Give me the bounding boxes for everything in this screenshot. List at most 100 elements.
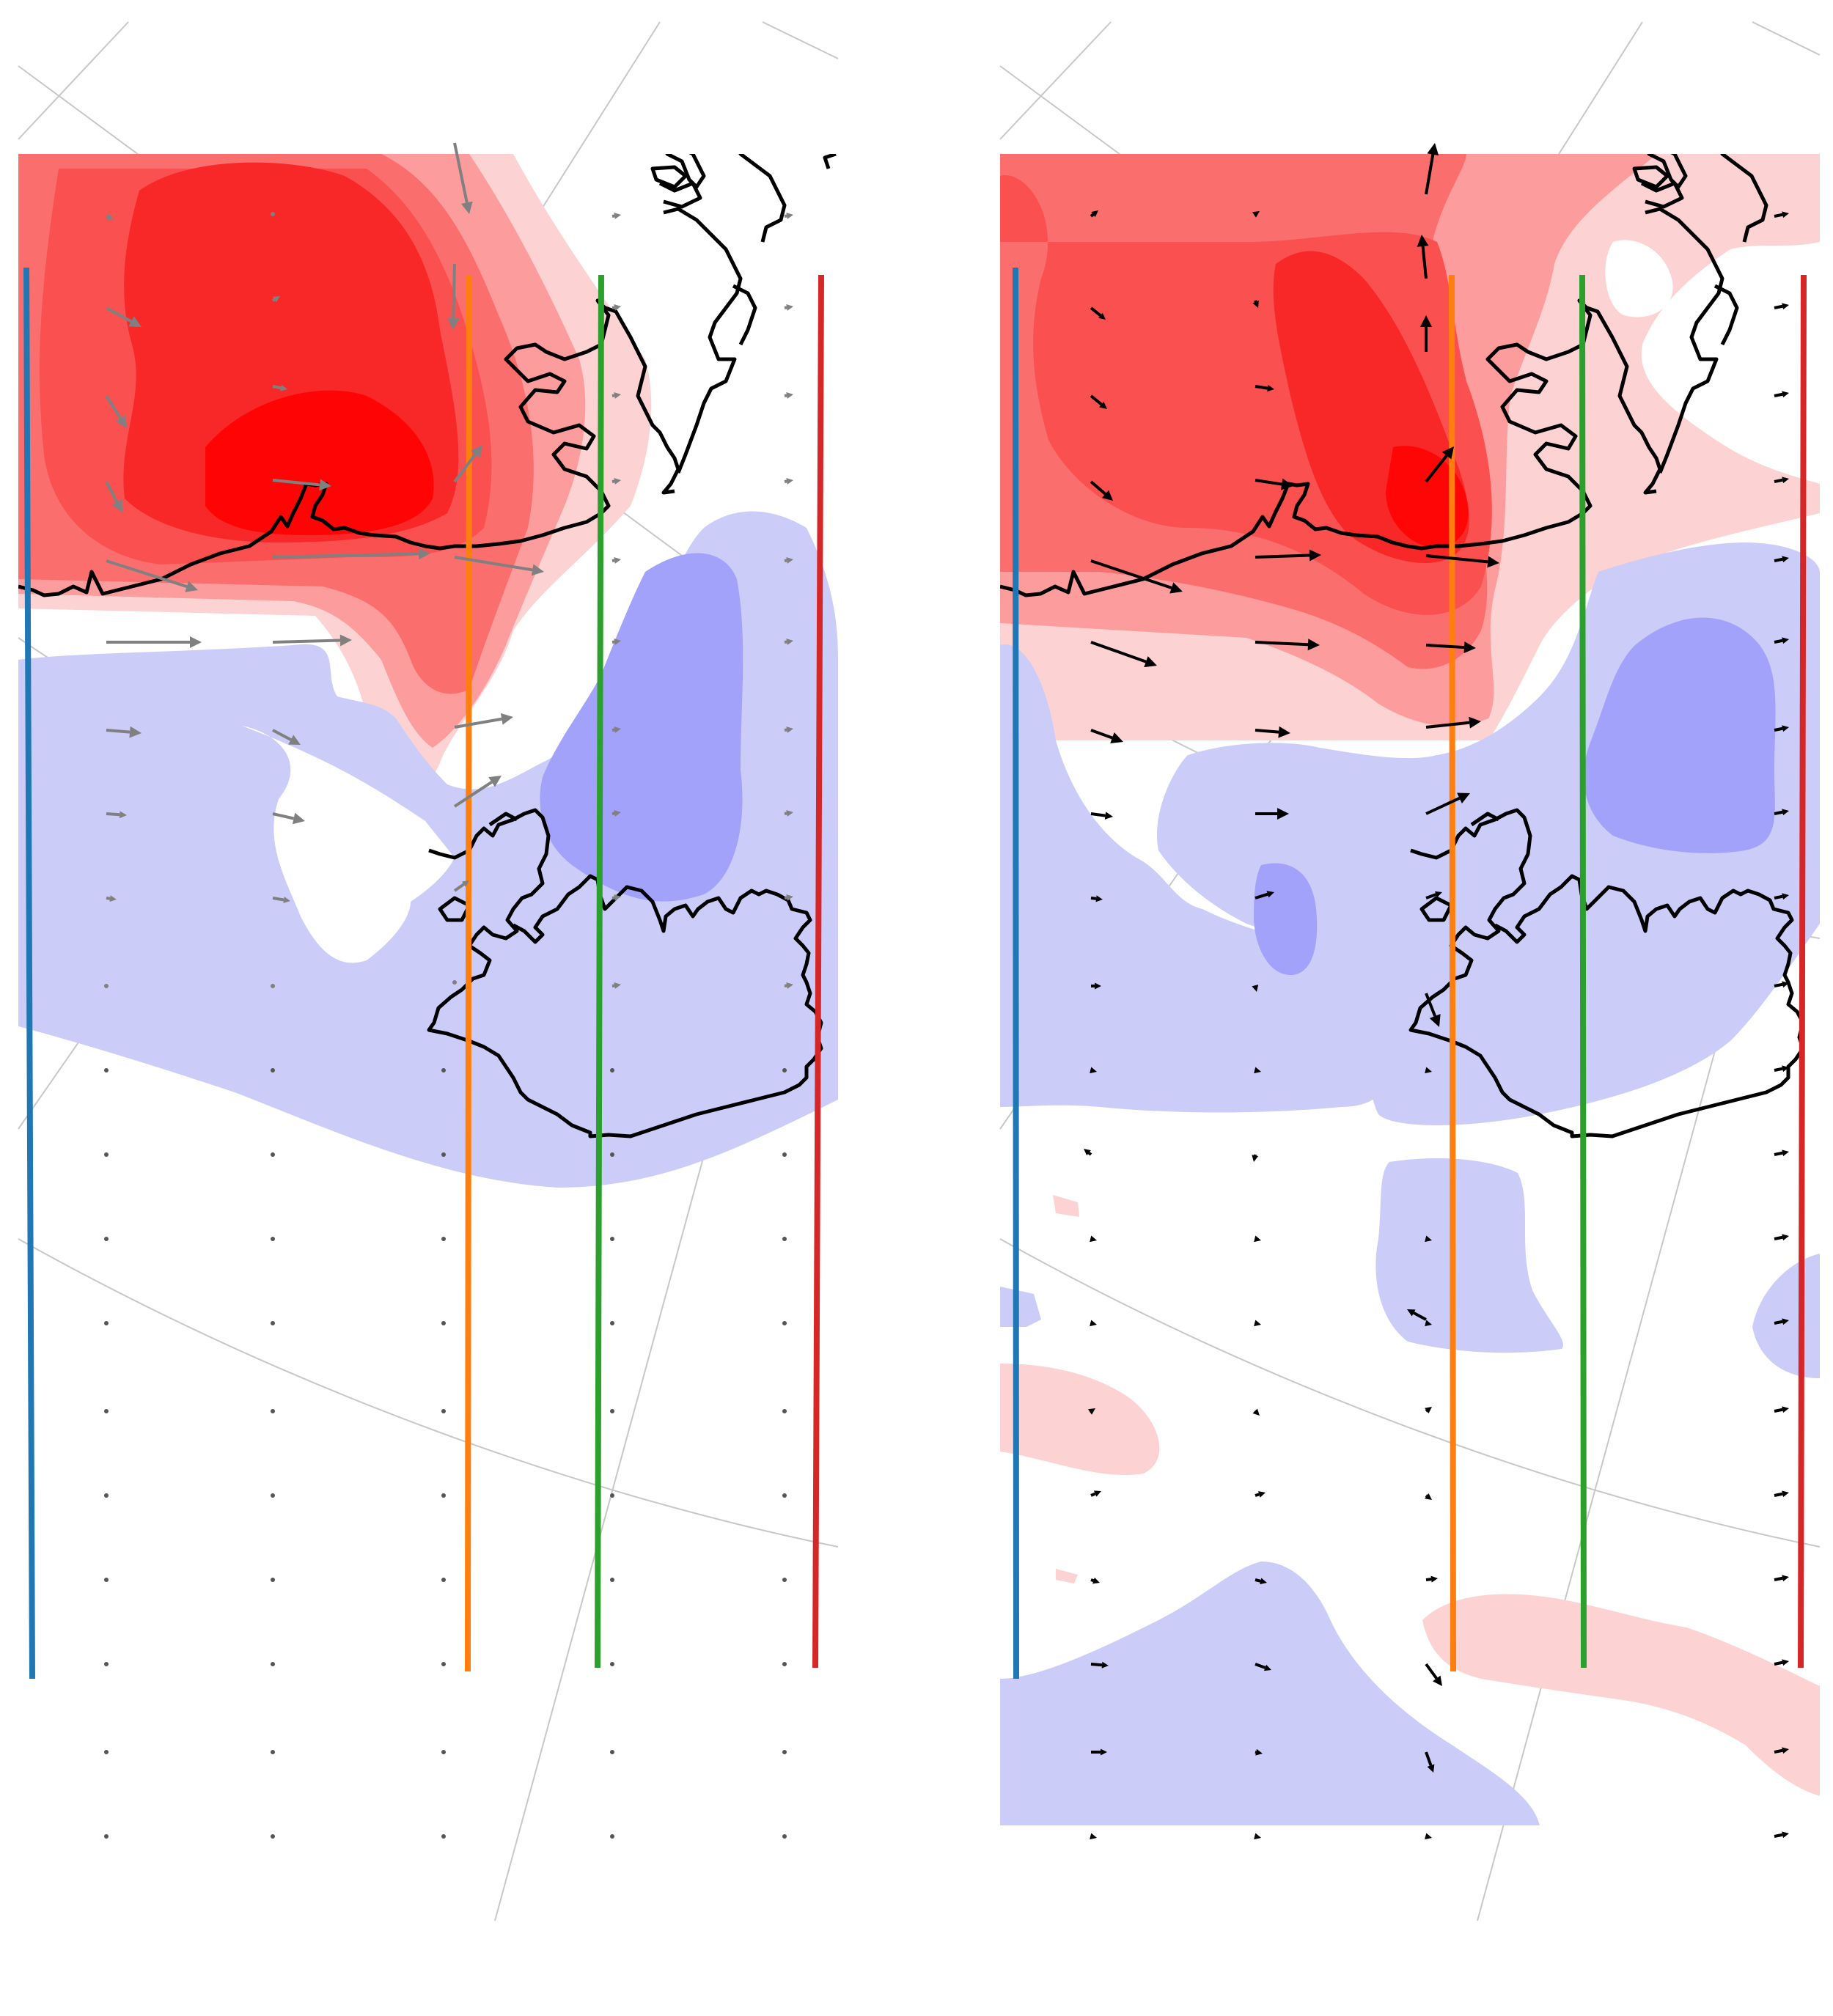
vector-head	[1457, 792, 1470, 804]
vector-head	[614, 478, 621, 485]
vector-head	[1098, 312, 1106, 320]
vector-head	[1254, 1320, 1261, 1327]
vector-dot	[441, 1578, 446, 1582]
vector-shaft	[1774, 1576, 1783, 1581]
vector-shaft	[784, 812, 787, 815]
vector-head	[1255, 1748, 1263, 1756]
vector-shaft	[272, 897, 284, 902]
vector-shaft	[272, 479, 320, 487]
vector-head	[1469, 716, 1481, 729]
vector-shaft	[611, 559, 615, 562]
vector-shaft	[453, 883, 465, 892]
vector-shaft	[1774, 894, 1783, 900]
vector-head	[1782, 303, 1789, 310]
vector-shaft	[1255, 729, 1279, 734]
vector-head	[1425, 1067, 1432, 1074]
vector-shaft	[611, 896, 615, 900]
vector-shaft	[106, 559, 188, 589]
vector-head	[1252, 1408, 1260, 1416]
vector-shaft	[106, 306, 132, 323]
vector-dot	[271, 984, 275, 988]
vector-shaft	[1090, 559, 1172, 589]
vector-head	[1782, 556, 1789, 563]
vector-head	[1425, 1235, 1432, 1243]
vector-dot	[271, 1834, 275, 1839]
vector-dot	[104, 984, 109, 988]
vector-shaft	[1255, 1663, 1266, 1669]
vector-head	[1782, 1234, 1789, 1241]
transect-green	[1579, 274, 1587, 1669]
vector-shaft	[1774, 304, 1783, 309]
vector-dot	[441, 1237, 446, 1241]
vector-head	[614, 726, 621, 733]
vector-head	[1267, 385, 1274, 392]
vector-dot	[104, 1578, 109, 1582]
vector-head	[488, 776, 502, 787]
vector-head	[786, 726, 793, 733]
vector-dot	[782, 1409, 787, 1413]
vector-head	[786, 557, 793, 564]
vector-head	[1280, 478, 1293, 490]
vector-shaft	[784, 394, 787, 397]
vector-shaft	[454, 717, 502, 729]
vector-head	[1090, 1067, 1097, 1074]
vector-head	[1110, 732, 1123, 744]
vector-shaft	[1774, 478, 1783, 483]
vector-dot	[610, 1834, 614, 1839]
vector-head	[614, 982, 621, 989]
vector-dot	[441, 1321, 446, 1325]
vector-head	[1252, 300, 1259, 308]
vector-dot	[441, 1662, 446, 1666]
vector-head	[614, 304, 621, 311]
vector-shaft	[1425, 644, 1465, 650]
vector-shaft	[784, 640, 787, 644]
vector-shaft	[1254, 300, 1257, 303]
vector-dot	[441, 1493, 446, 1498]
vector-head	[1101, 1661, 1109, 1669]
vector-head	[786, 982, 793, 989]
vector-shaft	[1090, 213, 1095, 218]
vector-shaft	[272, 385, 282, 390]
left-field	[18, 154, 838, 1188]
vector-head	[1782, 211, 1789, 218]
vector-head	[614, 213, 621, 219]
vector-dot	[271, 1237, 275, 1241]
vector-head	[339, 634, 352, 647]
vector-shaft	[1090, 394, 1103, 406]
vector-shaft	[105, 481, 119, 503]
left-transects	[23, 267, 824, 1680]
vector-head	[1782, 893, 1789, 900]
vector-shaft	[1425, 554, 1488, 564]
vector-head	[786, 478, 793, 485]
vector-shaft	[1425, 796, 1461, 815]
vector-shaft	[1425, 1409, 1428, 1413]
vector-head	[1090, 1320, 1097, 1327]
vector-head	[115, 415, 127, 428]
vector-head	[786, 639, 793, 645]
vector-head	[1782, 1065, 1789, 1073]
vector-shaft	[1090, 1663, 1103, 1667]
vector-shaft	[1774, 1408, 1783, 1413]
vector-head	[1090, 1235, 1097, 1243]
vector-dot	[104, 1409, 109, 1413]
vector-shaft	[784, 559, 787, 562]
vector-head	[614, 392, 621, 399]
vector-head	[1258, 1491, 1266, 1498]
vector-shaft	[1774, 557, 1783, 562]
vector-dot	[610, 1068, 614, 1073]
vector-head	[109, 895, 117, 902]
transect-green	[595, 274, 604, 1669]
vector-dot	[271, 212, 275, 216]
vector-head	[1782, 477, 1789, 484]
vector-head	[614, 894, 621, 901]
vector-shaft	[1425, 993, 1437, 1017]
vector-dot	[782, 1578, 787, 1582]
left-panel	[18, 21, 839, 1921]
vector-head	[1463, 641, 1476, 654]
vector-shaft	[611, 306, 615, 309]
vector-dot	[610, 1237, 614, 1241]
vector-head	[319, 479, 331, 491]
vector-dot	[104, 1834, 109, 1839]
vector-head	[1093, 1490, 1101, 1497]
vector-shaft	[1774, 1660, 1783, 1666]
